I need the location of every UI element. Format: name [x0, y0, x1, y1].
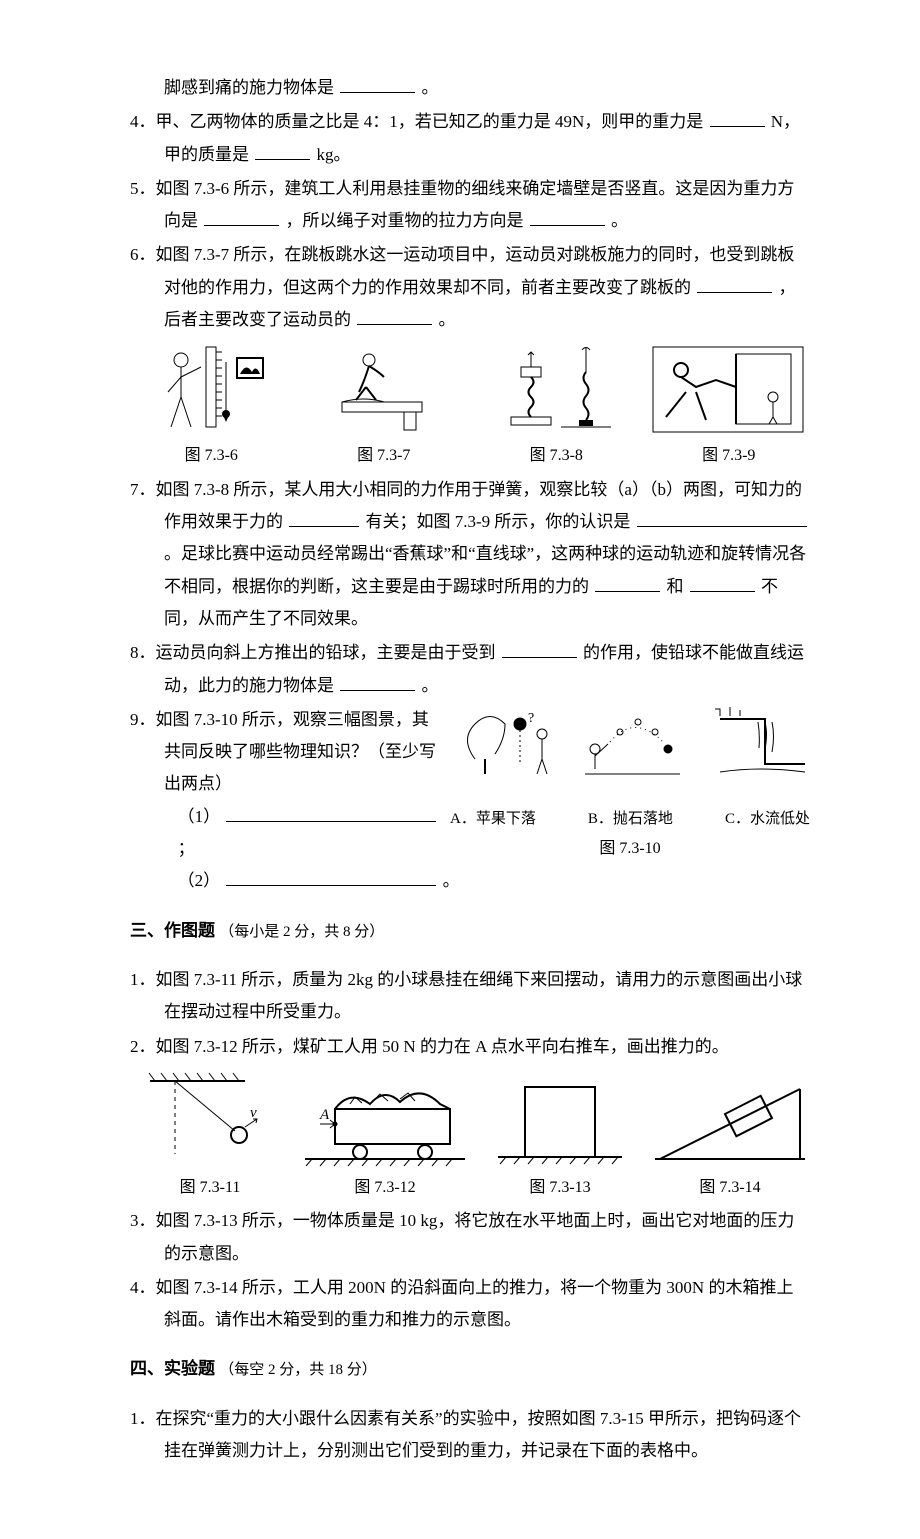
- q7-mid3: 和: [667, 577, 684, 596]
- fig-7-3-14: 图 7.3-14: [650, 1069, 810, 1203]
- q8-blank2[interactable]: [340, 674, 415, 690]
- fig-7-3-7: 图 7.3-7: [303, 342, 466, 471]
- svg-text:v: v: [250, 1105, 257, 1121]
- fig-7-3-14-cap: 图 7.3-14: [650, 1173, 810, 1203]
- q5-blank2[interactable]: [530, 210, 605, 226]
- q4-blank2[interactable]: [255, 143, 310, 159]
- q7-blank3[interactable]: [595, 575, 660, 591]
- q7-blank4[interactable]: [690, 575, 755, 591]
- section-3-heading: 三、作图题 （每小是 2 分，共 8 分）: [130, 915, 810, 947]
- q5-tail: 。: [611, 211, 628, 230]
- q4: 4．甲、乙两物体的质量之比是 4：1，若已知乙的重力是 49N，则甲的重力是 N…: [130, 106, 810, 171]
- q8-tail: 。: [422, 676, 439, 695]
- svg-text:A: A: [319, 1107, 330, 1123]
- fig-b-label-b: B．抛石落地: [588, 805, 673, 834]
- fig-7-3-9-svg: [651, 342, 806, 437]
- q3-blank[interactable]: [340, 77, 415, 93]
- fig-7-3-9-cap: 图 7.3-9: [648, 441, 811, 471]
- q8-lead: 8．运动员向斜上方推出的铅球，主要是由于受到: [130, 643, 496, 662]
- q6-tail: 。: [439, 310, 456, 329]
- fig-7-3-10: ? A．苹果下落 B．抛石落地 C．水流低处: [450, 704, 810, 864]
- q7: 7．如图 7.3-8 所示，某人用大小相同的力作用于弹簧，观察比较（a）（b）两…: [130, 474, 810, 635]
- q8: 8．运动员向斜上方推出的铅球，主要是由于受到 的作用，使铅球不能做直线运动，此力…: [130, 637, 810, 702]
- section-4-title: 四、实验题: [130, 1359, 215, 1378]
- fig-7-3-7-cap: 图 7.3-7: [303, 441, 466, 471]
- q9-p2-tail: 。: [443, 871, 460, 890]
- section-3-title: 三、作图题: [130, 921, 215, 940]
- fig-7-3-11: v 图 7.3-11: [130, 1069, 290, 1203]
- q5-mid: ，所以绳子对重物的拉力方向是: [286, 211, 524, 230]
- d3: 3．如图 7.3-13 所示，一物体质量是 10 kg，将它放在水平地面上时，画…: [130, 1205, 810, 1270]
- fig-7-3-13: 图 7.3-13: [480, 1069, 640, 1203]
- q9-p2-blank[interactable]: [226, 870, 436, 886]
- fig-7-3-8-svg: [496, 342, 616, 437]
- fig-7-3-7-svg: [334, 342, 434, 437]
- svg-text:?: ?: [528, 711, 534, 726]
- fig-7-3-13-cap: 图 7.3-13: [480, 1173, 640, 1203]
- q3-tail: 。: [422, 78, 439, 97]
- d1: 1．如图 7.3-11 所示，质量为 2kg 的小球悬挂在细绳下来回摆动，请用力…: [130, 964, 810, 1029]
- q4-lead: 4．甲、乙两物体的质量之比是 4：1，若已知乙的重力是 49N，则甲的重力是: [130, 112, 703, 131]
- fig-7-3-11-cap: 图 7.3-11: [130, 1173, 290, 1203]
- fig-7-3-11-svg: v: [145, 1069, 275, 1169]
- q9-p2: （2） 。: [130, 865, 810, 897]
- figure-row-a: 图 7.3-6 图 7.3-7 图 7.3-8: [130, 342, 810, 471]
- fig-7-3-6-cap: 图 7.3-6: [130, 441, 293, 471]
- fig-7-3-6-svg: [156, 342, 266, 437]
- fig-7-3-9: 图 7.3-9: [648, 342, 811, 471]
- d2: 2．如图 7.3-12 所示，煤矿工人用 50 N 的力在 A 点水平向右推车，…: [130, 1031, 810, 1063]
- fig-7-3-12-cap: 图 7.3-12: [300, 1173, 470, 1203]
- figure-row-c: v 图 7.3-11 A 图 7.3-12 图 7.3-13: [130, 1069, 810, 1203]
- fig-7-3-13-svg: [490, 1069, 630, 1169]
- d4: 4．如图 7.3-14 所示，工人用 200N 的沿斜面向上的推力，将一个物重为…: [130, 1272, 810, 1337]
- q9-p1-label: （1）: [178, 807, 221, 826]
- q4-blank1[interactable]: [710, 111, 765, 127]
- q3-text: 脚感到痛的施力物体是: [164, 78, 334, 97]
- section-3-note: （每小是 2 分，共 8 分）: [219, 924, 384, 940]
- fig-7-3-14-svg: [650, 1069, 810, 1169]
- section-4-note: （每空 2 分，共 18 分）: [219, 1362, 377, 1378]
- fig-7-3-12-svg: A: [300, 1069, 470, 1169]
- q6: 6．如图 7.3-7 所示，在跳板跳水这一运动项目中，运动员对跳板施力的同时，也…: [130, 239, 810, 336]
- fig-b-label-c: C．水流低处: [725, 805, 810, 834]
- q5-blank1[interactable]: [204, 210, 279, 226]
- q6-blank1[interactable]: [697, 276, 772, 292]
- section-4-heading: 四、实验题 （每空 2 分，共 18 分）: [130, 1353, 810, 1385]
- q4-tail: kg。: [317, 145, 351, 164]
- q6-lead: 6．如图 7.3-7 所示，在跳板跳水这一运动项目中，运动员对跳板施力的同时，也…: [130, 245, 794, 296]
- q9-p1-blank[interactable]: [226, 805, 436, 821]
- q7-blank2[interactable]: [637, 511, 807, 527]
- q7-mid1: 有关；如图 7.3-9 所示，你的认识是: [366, 512, 631, 531]
- fig-7-3-8-cap: 图 7.3-8: [475, 441, 638, 471]
- fig-7-3-10-cap: 图 7.3-10: [450, 834, 810, 864]
- q9-p1-tail: ；: [178, 839, 195, 858]
- fig-7-3-10-svg: ?: [450, 704, 810, 794]
- q9-block: ? A．苹果下落 B．抛石落地 C．水流低处: [130, 704, 810, 898]
- q8-blank1[interactable]: [502, 642, 577, 658]
- fig-7-3-10-labels: A．苹果下落 B．抛石落地 C．水流低处: [450, 805, 810, 834]
- q3: 脚感到痛的施力物体是 。: [130, 72, 810, 104]
- q6-blank2[interactable]: [357, 309, 432, 325]
- q9-p2-label: （2）: [178, 871, 221, 890]
- fig-b-label-a: A．苹果下落: [450, 805, 536, 834]
- fig-7-3-8: 图 7.3-8: [475, 342, 638, 471]
- q7-blank1[interactable]: [289, 511, 359, 527]
- fig-7-3-6: 图 7.3-6: [130, 342, 293, 471]
- fig-7-3-12: A 图 7.3-12: [300, 1069, 470, 1203]
- e1: 1．在探究“重力的大小跟什么因素有关系”的实验中，按照如图 7.3-15 甲所示…: [130, 1403, 810, 1468]
- q5: 5．如图 7.3-6 所示，建筑工人利用悬挂重物的细线来确定墙壁是否竖直。这是因…: [130, 173, 810, 238]
